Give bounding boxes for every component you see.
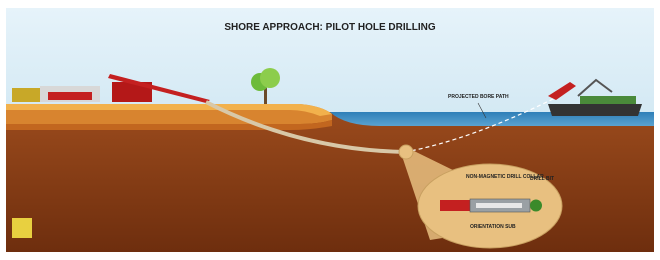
pump-unit <box>48 92 92 100</box>
barge <box>548 104 642 116</box>
bit-label: DRILL BIT <box>530 176 554 182</box>
truck <box>12 88 40 102</box>
logo <box>12 218 32 238</box>
ground <box>6 112 654 252</box>
tree-trunk <box>264 88 267 104</box>
sub-label: ORIENTATION SUB <box>470 224 516 230</box>
tree <box>260 68 280 88</box>
diagram: SHORE APPROACH: PILOT HOLE DRILLING PROJ… <box>0 0 660 260</box>
drill-pipe <box>440 200 470 211</box>
collar-bore <box>476 203 522 208</box>
magnifier-spot <box>399 145 413 159</box>
bore-path-label: PROJECTED BORE PATH <box>448 94 509 100</box>
drill-bit <box>530 200 542 212</box>
barge-deck <box>580 96 636 104</box>
title: SHORE APPROACH: PILOT HOLE DRILLING <box>224 22 436 33</box>
